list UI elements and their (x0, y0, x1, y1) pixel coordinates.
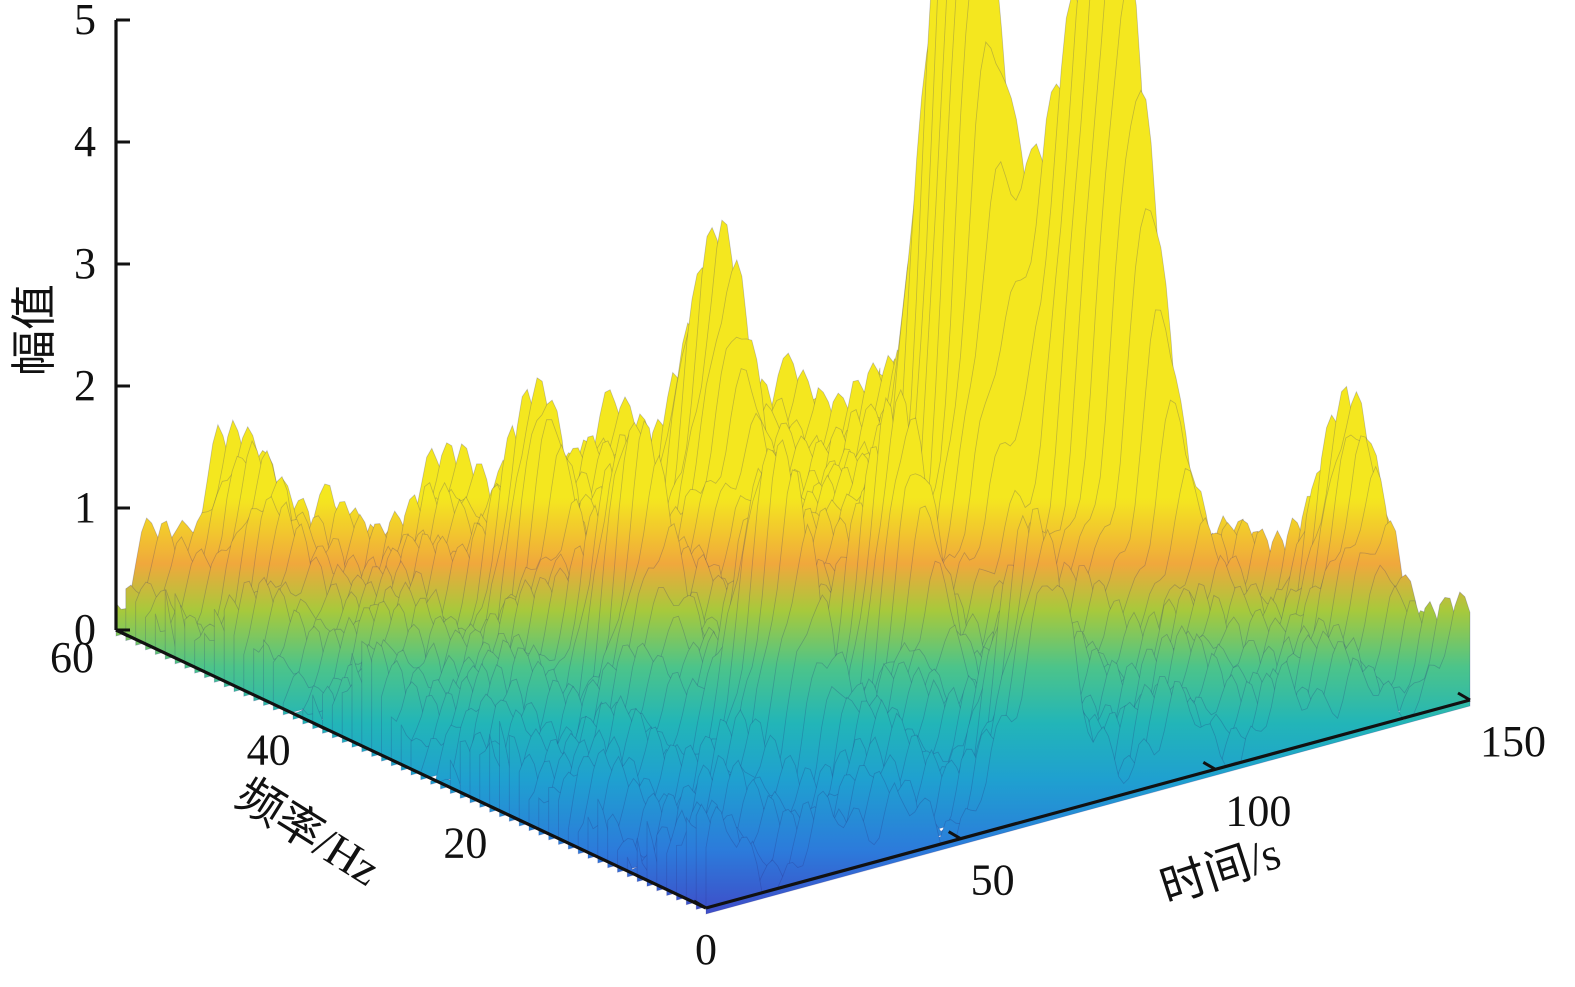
y-tick-label: 40 (247, 726, 291, 775)
x-tick-mark (1457, 691, 1471, 702)
y-tick-mark (311, 721, 326, 731)
surface-slice (705, 584, 1471, 915)
x-tick-label: 100 (1225, 786, 1291, 835)
x-tick-mark (1202, 761, 1217, 771)
x-tick-label: 50 (971, 856, 1015, 905)
x-tick-label: 150 (1480, 717, 1546, 766)
x-tick-label: 0 (695, 925, 717, 974)
y-tick-label: 20 (443, 818, 487, 867)
y-axis-line (115, 628, 707, 910)
y-tick-label: 60 (50, 633, 94, 682)
z-tick-label: 1 (74, 483, 96, 532)
x-tick-mark (947, 830, 962, 840)
z-axis-title: 幅值 (9, 284, 60, 376)
x-axis-title: 时间/s (1154, 827, 1286, 913)
z-tick-label: 2 (74, 361, 96, 410)
surface-layer (115, 0, 1471, 915)
y-tick-mark (115, 628, 129, 638)
z-tick-label: 3 (74, 239, 96, 288)
z-tick-label: 0 (74, 605, 96, 654)
y-axis-title: 频率/Hz (228, 768, 389, 895)
y-tick-mark (508, 813, 523, 823)
z-tick-label: 4 (74, 117, 96, 166)
x-tick-mark (693, 899, 707, 910)
z-tick-label: 5 (74, 0, 96, 44)
x-axis-line (705, 698, 1471, 910)
